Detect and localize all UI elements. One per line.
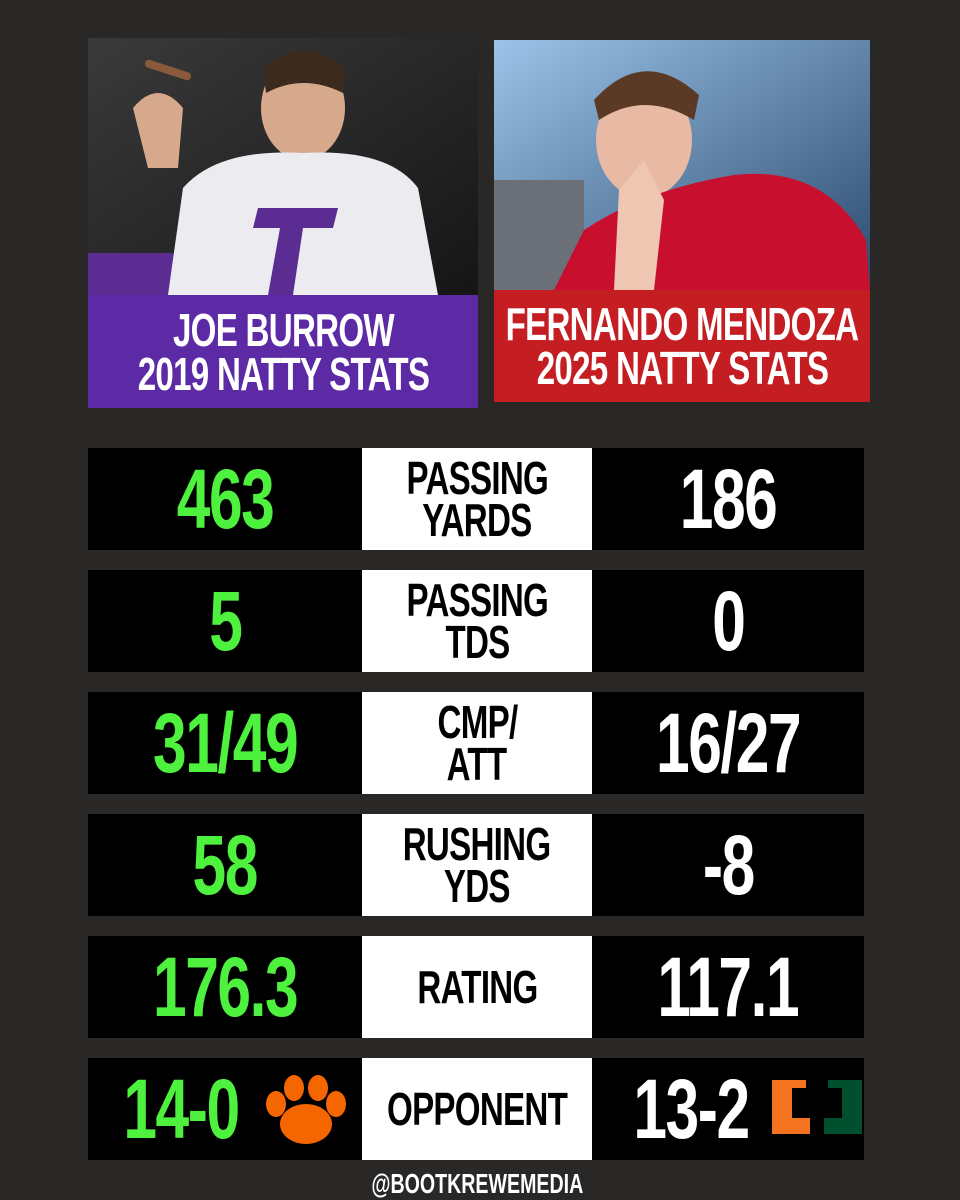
player-card: FERNANDO MENDOZA 2025 NATTY STATS <box>494 40 870 402</box>
right-value: 117.1 <box>657 940 800 1034</box>
left-value: 31/49 <box>152 696 299 790</box>
player-photo <box>88 38 478 295</box>
stat-row: 463 PASSING YARDS 186 <box>88 448 864 550</box>
right-value: 16/27 <box>655 696 802 790</box>
player-caption: FERNANDO MENDOZA 2025 NATTY STATS <box>494 290 870 402</box>
stat-label: PASSING <box>406 452 548 504</box>
right-value: -8 <box>702 818 755 912</box>
stat-label: YARDS <box>422 494 532 546</box>
stat-label: RUSHING <box>403 818 551 870</box>
left-value: 5 <box>208 574 243 668</box>
left-value: 176.3 <box>152 940 299 1034</box>
caption-line: 2025 NATTY STATS <box>536 342 828 394</box>
stat-row: 176.3 RATING 117.1 <box>88 936 864 1038</box>
right-value: 0 <box>711 574 746 668</box>
team-logo <box>772 1080 862 1134</box>
stat-row: 5 PASSING TDS 0 <box>88 570 864 672</box>
stat-label: ATT <box>447 738 507 790</box>
stat-label: YDS <box>444 860 511 912</box>
player-caption: JOE BURROW 2019 NATTY STATS <box>88 295 478 408</box>
left-value: 14-0 <box>123 1062 240 1156</box>
right-value: 13-2 <box>633 1062 750 1156</box>
left-value: 58 <box>192 818 259 912</box>
right-value: 186 <box>679 452 778 546</box>
stat-row: 31/49 CMP/ATT 16/27 <box>88 692 864 794</box>
player-photo <box>494 40 870 290</box>
player-card: JOE BURROW 2019 NATTY STATS <box>88 38 478 408</box>
caption-line: FERNANDO MENDOZA <box>505 298 860 350</box>
stat-label: OPPONENT <box>386 1083 568 1135</box>
stat-label: RATING <box>416 961 538 1013</box>
footer-handle: @BOOTKREWEMEDIA <box>371 1168 583 1199</box>
footer: @BOOTKREWEMEDIA <box>362 1168 592 1200</box>
caption-line: 2019 NATTY STATS <box>137 347 429 400</box>
left-value: 463 <box>176 452 275 546</box>
stat-label: TDS <box>444 616 510 668</box>
caption-line: JOE BURROW <box>172 303 395 356</box>
stat-row: 14-0 OPPONENT 13-2 <box>88 1058 864 1160</box>
stat-row: 58 RUSHING YDS -8 <box>88 814 864 916</box>
stat-label: CMP/ <box>437 696 518 748</box>
stat-label: PASSING <box>406 574 548 626</box>
team-logo <box>266 1075 346 1144</box>
